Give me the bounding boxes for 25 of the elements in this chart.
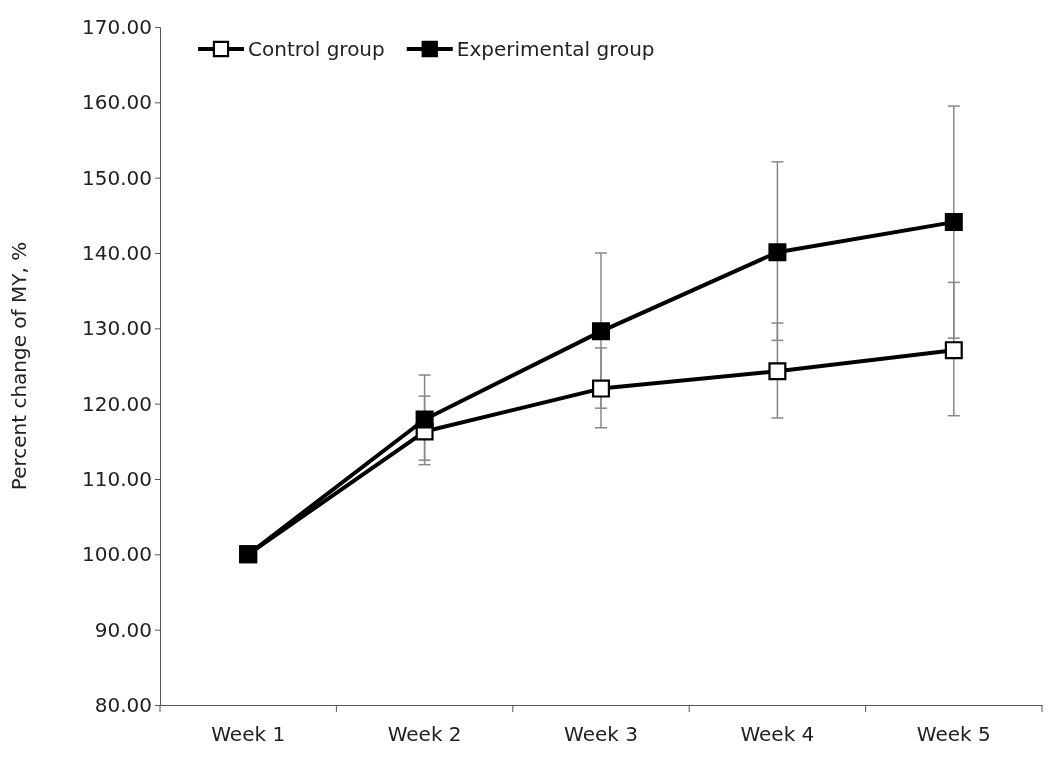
point [944, 213, 963, 232]
point [591, 322, 611, 341]
point [591, 379, 611, 398]
y-tick-label: 90.00 [94, 617, 152, 642]
y-tick-label: 110.00 [82, 466, 152, 491]
point [415, 410, 434, 429]
x-tick-label: Week 1 [211, 722, 286, 747]
y-tick-label: 160.00 [82, 90, 152, 115]
x-tick-label: Week 4 [740, 722, 815, 747]
y-tick-label: 120.00 [82, 391, 152, 416]
legend-label: Control group [248, 37, 385, 61]
x-tick-label: Week 3 [564, 722, 638, 747]
y-axis-title: Percent change of MY, % [7, 241, 31, 491]
x-tick-label: Week 5 [916, 722, 991, 747]
y-tick-label: 150.00 [82, 165, 152, 190]
y-tick-label: 140.00 [82, 240, 152, 265]
y-tick-label: 80.00 [94, 692, 152, 717]
y-tick-label: 130.00 [82, 316, 152, 341]
legend-label: Experimental group [456, 37, 655, 61]
point [944, 341, 963, 360]
point [768, 243, 787, 262]
y-tick-label: 170.00 [82, 14, 152, 39]
point [768, 362, 787, 381]
y-tick-label: 100.00 [82, 542, 152, 567]
x-tick-label: Week 2 [387, 722, 462, 747]
